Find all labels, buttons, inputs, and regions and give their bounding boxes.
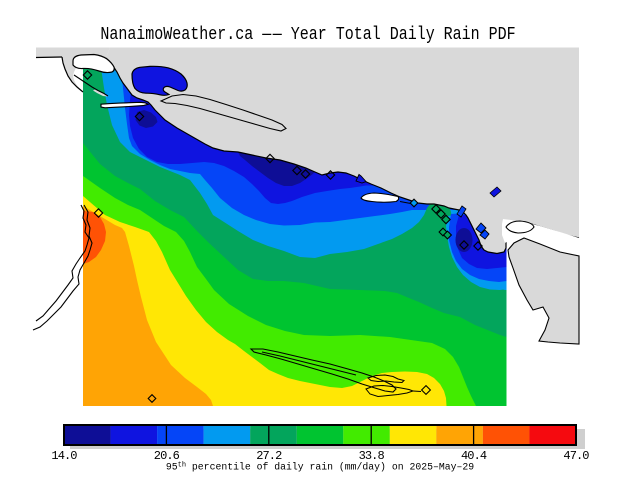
svg-text:27.2: 27.2 [256,449,282,463]
svg-text:95th percentile of daily rain: 95th percentile of daily rain (mm/day) o… [166,462,474,473]
svg-text:20.6: 20.6 [154,449,180,463]
svg-text:33.8: 33.8 [359,449,385,463]
svg-text:47.0: 47.0 [563,449,589,463]
svg-text:40.4: 40.4 [461,449,487,463]
svg-text:NanaimoWeather.ca —— Year Tota: NanaimoWeather.ca —— Year Total Daily Ra… [100,25,515,46]
svg-text:14.0: 14.0 [51,449,77,463]
